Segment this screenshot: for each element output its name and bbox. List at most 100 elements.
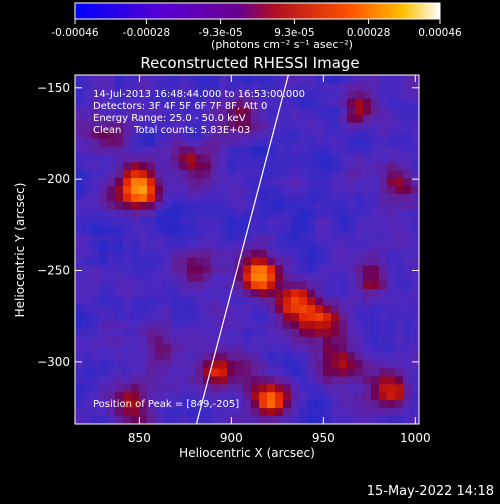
heatmap-cell: [323, 400, 332, 409]
heatmap-cell: [283, 162, 292, 171]
heatmap-cell: [171, 193, 180, 203]
heatmap-cell: [147, 82, 156, 92]
heatmap-cell: [219, 170, 228, 179]
heatmap-cell: [379, 336, 388, 346]
heatmap-cell: [155, 392, 164, 401]
heatmap-cell: [371, 400, 380, 409]
heatmap-cell: [147, 265, 156, 274]
heatmap-cell: [235, 249, 244, 259]
heatmap-cell: [299, 249, 308, 259]
heatmap-cell: [83, 201, 92, 211]
heatmap-cell: [123, 98, 132, 108]
heatmap-cell: [211, 209, 220, 219]
heatmap-cell: [211, 98, 220, 108]
heatmap-cell: [195, 368, 204, 378]
heatmap-cell: [235, 114, 244, 124]
heatmap-cell: [203, 281, 212, 290]
heatmap-cell: [107, 75, 116, 84]
heatmap-cell: [379, 225, 388, 235]
heatmap-cell: [187, 344, 196, 354]
heatmap-cell: [315, 368, 324, 378]
heatmap-cell: [387, 98, 396, 108]
heatmap-cell: [99, 201, 108, 211]
heatmap-cell: [91, 138, 100, 147]
heatmap-cell: [123, 368, 132, 378]
heatmap-cell: [203, 297, 212, 306]
heatmap-cell: [347, 320, 356, 330]
heatmap-cell: [171, 392, 180, 401]
heatmap-cell: [379, 265, 388, 274]
heatmap-cell: [387, 328, 396, 338]
heatmap-cell: [331, 257, 340, 266]
heatmap-cell: [291, 257, 300, 266]
heatmap-cell: [395, 289, 404, 298]
heatmap-cell: [171, 273, 180, 282]
heatmap-cell: [315, 265, 324, 274]
heatmap-cell: [91, 82, 100, 92]
heatmap-cell: [179, 408, 188, 417]
heatmap-cell: [163, 146, 172, 155]
heatmap-cell: [203, 178, 212, 187]
heatmap-cell: [187, 376, 196, 385]
heatmap-cell: [339, 392, 348, 401]
heatmap-cell: [275, 344, 284, 354]
heatmap-cell: [331, 336, 340, 346]
heatmap-cell: [83, 344, 92, 354]
heatmap-cell: [123, 376, 132, 385]
heatmap-cell: [147, 416, 156, 424]
heatmap-cell: [259, 138, 268, 147]
heatmap-cell: [251, 257, 260, 266]
heatmap-cell: [323, 257, 332, 266]
heatmap-cell: [363, 249, 372, 259]
heatmap-cell: [299, 225, 308, 235]
heatmap-cell: [395, 312, 404, 322]
heatmap-cell: [251, 273, 260, 282]
heatmap-cell: [411, 193, 419, 203]
heatmap-cell: [403, 289, 412, 298]
heatmap-cell: [163, 320, 172, 330]
heatmap-cell: [91, 170, 100, 179]
heatmap-cell: [75, 75, 84, 84]
heatmap-cell: [139, 416, 148, 424]
heatmap-cell: [323, 265, 332, 274]
heatmap-cell: [91, 154, 100, 163]
heatmap-cell: [235, 130, 244, 140]
heatmap-cell: [227, 217, 236, 227]
heatmap-cell: [315, 114, 324, 124]
heatmap-cell: [131, 328, 140, 338]
heatmap-cell: [211, 154, 220, 163]
heatmap-cell: [179, 114, 188, 124]
heatmap-cell: [379, 82, 388, 92]
heatmap-cell: [387, 178, 396, 187]
heatmap-cell: [171, 82, 180, 92]
heatmap-cell: [379, 320, 388, 330]
heatmap-cell: [107, 106, 116, 116]
heatmap-cell: [283, 201, 292, 211]
heatmap-cell: [75, 265, 84, 274]
heatmap-cell: [155, 146, 164, 155]
heatmap-cell: [259, 297, 268, 306]
heatmap-cell: [355, 217, 364, 227]
heatmap-cell: [195, 106, 204, 116]
heatmap-cell: [403, 281, 412, 290]
annotation-time-range: 14-Jul-2013 16:48:44.000 to 16:53:00.000: [93, 89, 305, 100]
heatmap-cell: [163, 273, 172, 282]
heatmap-cell: [331, 281, 340, 290]
x-tick-label: 850: [128, 431, 151, 445]
heatmap-cell: [355, 138, 364, 147]
heatmap-cell: [171, 281, 180, 290]
heatmap-cell: [195, 225, 204, 235]
heatmap-cell: [139, 281, 148, 290]
heatmap-cell: [195, 146, 204, 155]
heatmap-cell: [163, 201, 172, 211]
heatmap-cell: [323, 328, 332, 338]
heatmap-cell: [315, 312, 324, 322]
heatmap-cell: [307, 320, 316, 330]
colorbar-tick-label: 0.00028: [347, 27, 390, 39]
heatmap-cell: [203, 328, 212, 338]
heatmap-cell: [371, 75, 380, 84]
heatmap-cell: [259, 98, 268, 108]
heatmap-cell: [147, 217, 156, 227]
heatmap-cell: [307, 114, 316, 124]
heatmap-cell: [195, 376, 204, 385]
